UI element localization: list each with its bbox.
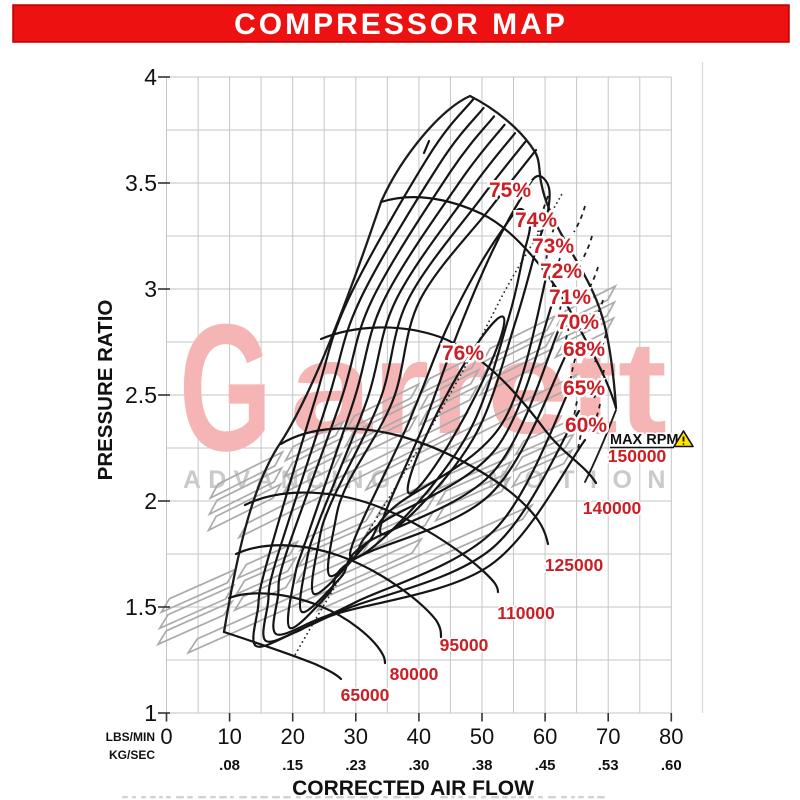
- svg-text:74%: 74%: [515, 209, 557, 232]
- svg-text:65%: 65%: [563, 377, 605, 400]
- svg-text:140000: 140000: [583, 498, 642, 518]
- svg-text:80: 80: [659, 724, 683, 749]
- svg-text:68%: 68%: [563, 338, 605, 361]
- svg-text:3: 3: [144, 276, 157, 302]
- svg-text:KG/SEC: KG/SEC: [109, 748, 155, 762]
- svg-text:2: 2: [144, 488, 157, 514]
- svg-text:1.5: 1.5: [125, 594, 157, 620]
- svg-text:150000: 150000: [608, 446, 667, 466]
- svg-text:73%: 73%: [532, 235, 574, 258]
- svg-text:MOTION: MOTION: [488, 466, 681, 494]
- svg-text:.23: .23: [345, 757, 366, 774]
- svg-text:76%: 76%: [442, 342, 484, 365]
- svg-text:95000: 95000: [440, 635, 489, 655]
- svg-text:110000: 110000: [497, 603, 555, 623]
- svg-text:.38: .38: [472, 757, 493, 774]
- svg-text:70%: 70%: [557, 311, 599, 334]
- svg-text:20: 20: [280, 724, 304, 749]
- svg-text:LBS/MIN: LBS/MIN: [106, 730, 155, 744]
- svg-text:75%: 75%: [489, 179, 531, 202]
- svg-text:3.5: 3.5: [125, 170, 157, 196]
- svg-text:10: 10: [217, 724, 241, 749]
- svg-text:71%: 71%: [549, 286, 591, 309]
- svg-text:72%: 72%: [540, 260, 582, 283]
- svg-text:65000: 65000: [341, 685, 390, 705]
- svg-text:2.5: 2.5: [125, 382, 157, 408]
- svg-text:0: 0: [160, 724, 172, 749]
- svg-text:.45: .45: [535, 757, 556, 774]
- svg-text:80000: 80000: [390, 664, 439, 684]
- svg-text:G: G: [179, 287, 272, 489]
- svg-text:COMPRESSOR MAP: COMPRESSOR MAP: [234, 8, 568, 41]
- svg-text:PRESSURE RATIO: PRESSURE RATIO: [94, 300, 117, 481]
- svg-text:CORRECTED AIR FLOW: CORRECTED AIR FLOW: [292, 777, 534, 800]
- svg-text:1: 1: [144, 700, 157, 726]
- svg-text:.60: .60: [661, 757, 682, 774]
- svg-text:.15: .15: [282, 757, 303, 774]
- svg-text:40: 40: [407, 724, 431, 749]
- svg-text:60: 60: [533, 724, 557, 749]
- svg-text:.08: .08: [219, 757, 240, 774]
- svg-text:.53: .53: [598, 757, 619, 774]
- svg-text:125000: 125000: [545, 555, 604, 575]
- svg-text:MAX RPM: MAX RPM: [610, 432, 678, 448]
- svg-text:70: 70: [596, 724, 620, 749]
- svg-text:4: 4: [144, 64, 157, 90]
- svg-text:50: 50: [470, 724, 494, 749]
- svg-text:60%: 60%: [565, 414, 607, 437]
- svg-text:30: 30: [344, 724, 368, 749]
- svg-text:.30: .30: [408, 757, 429, 774]
